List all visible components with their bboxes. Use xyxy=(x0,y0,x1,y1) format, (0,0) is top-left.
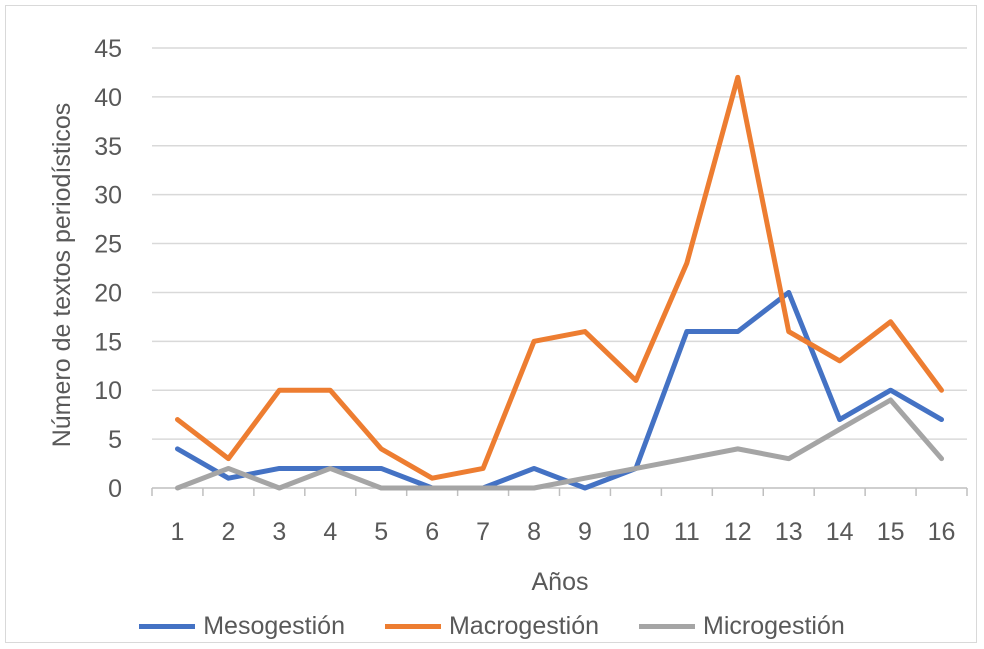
x-tick-label: 12 xyxy=(724,518,752,546)
y-tick-label: 35 xyxy=(94,133,122,161)
y-tick-label: 25 xyxy=(94,231,122,259)
x-tick-label: 7 xyxy=(476,518,490,546)
y-tick-label: 10 xyxy=(94,377,122,405)
legend-swatch-macrogestion xyxy=(384,623,441,629)
chart-frame xyxy=(5,5,977,643)
x-tick-label: 15 xyxy=(877,518,905,546)
series-line-macrogestion xyxy=(174,74,945,481)
legend-label-microgestion: Microgestión xyxy=(703,611,845,640)
legend-item-mesogestion: Mesogestión xyxy=(139,612,345,641)
y-tick-label: 5 xyxy=(108,426,122,454)
legend-label-mesogestion: Mesogestión xyxy=(203,611,345,640)
x-tick-label: 1 xyxy=(171,518,185,546)
x-tick-label: 9 xyxy=(578,518,592,546)
x-tick-label: 10 xyxy=(622,518,650,546)
series-line-mesogestion xyxy=(174,289,945,491)
y-axis-title: Número de textos periodísticos xyxy=(48,103,76,448)
x-tick-label: 13 xyxy=(775,518,803,546)
legend-item-macrogestion: Macrogestión xyxy=(384,611,600,641)
gridlines xyxy=(152,47,967,440)
x-tick-label: 8 xyxy=(527,518,541,546)
series-lines xyxy=(174,74,945,491)
y-tick-labels: 0 5 10 15 20 25 30 35 40 45 xyxy=(94,35,122,503)
y-tick-label: 20 xyxy=(94,279,122,307)
y-tick-label: 15 xyxy=(94,328,122,356)
legend-swatch-microgestion xyxy=(639,623,696,629)
y-tick-label: 30 xyxy=(94,182,122,210)
axes xyxy=(151,487,968,496)
x-tick-label: 11 xyxy=(674,518,700,546)
x-tick-label: 5 xyxy=(374,518,388,546)
x-axis-title: Años xyxy=(532,568,589,596)
y-tick-label: 40 xyxy=(94,84,122,112)
y-tick-label: 45 xyxy=(94,35,122,63)
x-tick-labels: 1 2 3 4 5 6 7 8 9 10 11 12 13 14 15 16 xyxy=(171,518,956,546)
legend-item-microgestion: Microgestión xyxy=(639,612,845,641)
x-tick-label: 16 xyxy=(928,518,956,546)
x-tick-label: 2 xyxy=(221,518,235,546)
series-line-microgestion xyxy=(174,397,945,491)
x-tick-label: 6 xyxy=(425,518,439,546)
legend-swatch-mesogestion xyxy=(139,623,196,629)
x-tick-label: 14 xyxy=(826,518,854,546)
x-tick-label: 4 xyxy=(323,518,337,546)
y-tick-label: 0 xyxy=(108,475,122,503)
legend: Mesogestión Macrogestión Microgestión xyxy=(0,606,984,646)
legend-label-macrogestion: Macrogestión xyxy=(448,611,600,640)
x-tick-label: 3 xyxy=(272,518,286,546)
